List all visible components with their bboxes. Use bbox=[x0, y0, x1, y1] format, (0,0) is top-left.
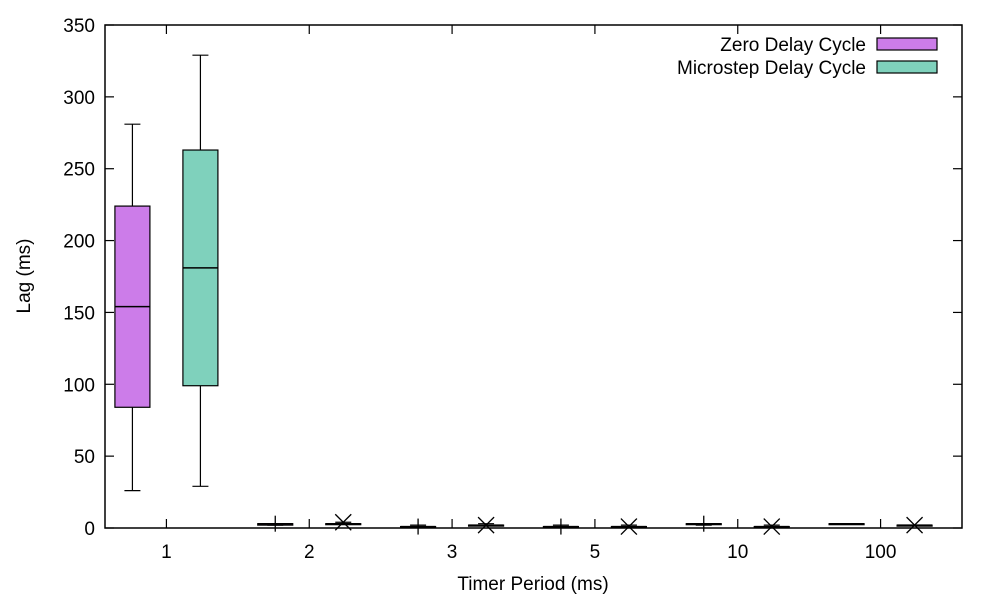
box-series bbox=[114, 54, 933, 536]
legend-swatch bbox=[876, 37, 938, 51]
x-tick-label: 3 bbox=[447, 542, 458, 563]
y-tick-label: 100 bbox=[63, 375, 95, 396]
y-tick-label: 0 bbox=[84, 519, 95, 540]
y-tick-label: 200 bbox=[63, 232, 95, 253]
plot-frame bbox=[104, 24, 963, 529]
y-tick-label: 50 bbox=[74, 447, 95, 468]
outlier-cross-b bbox=[620, 518, 638, 536]
box-zero-delay bbox=[828, 522, 865, 526]
x-tick-label: 5 bbox=[590, 542, 601, 563]
y-tick-label: 250 bbox=[63, 160, 95, 181]
box-microstep-delay bbox=[467, 516, 505, 534]
y-axis-label: Lag (ms) bbox=[14, 239, 35, 314]
box-microstep-delay bbox=[753, 518, 790, 536]
box-microstep-delay bbox=[325, 513, 362, 531]
legend-label: Microstep Delay Cycle bbox=[677, 58, 866, 79]
box-zero-delay bbox=[399, 518, 437, 535]
legend-label: Zero Delay Cycle bbox=[720, 35, 866, 56]
box-microstep-delay bbox=[182, 54, 219, 487]
box-microstep-delay bbox=[896, 516, 933, 534]
x-axis-label: Timer Period (ms) bbox=[457, 574, 608, 595]
y-tick-label: 150 bbox=[63, 303, 95, 324]
box-zero-delay bbox=[114, 123, 151, 492]
y-tick-label: 350 bbox=[63, 16, 95, 37]
x-axis-ticks: 1 2 3 5 10 100 bbox=[161, 25, 896, 563]
outlier-cross-b bbox=[763, 518, 781, 536]
box-microstep-delay bbox=[610, 518, 648, 536]
legend-swatch bbox=[876, 60, 938, 74]
outlier-cross-b bbox=[477, 516, 495, 534]
x-tick-label: 1 bbox=[161, 542, 172, 563]
box-zero-delay bbox=[542, 518, 580, 535]
outlier-cross-b bbox=[906, 516, 924, 534]
box-zero-delay bbox=[257, 515, 294, 532]
x-tick-label: 100 bbox=[865, 542, 897, 563]
x-tick-label: 10 bbox=[727, 542, 748, 563]
y-tick-label: 300 bbox=[63, 88, 95, 109]
y-axis-ticks: 0 50 100 150 200 250 300 350 bbox=[63, 16, 962, 540]
x-tick-label: 2 bbox=[304, 542, 315, 563]
box-zero-delay bbox=[685, 515, 722, 532]
